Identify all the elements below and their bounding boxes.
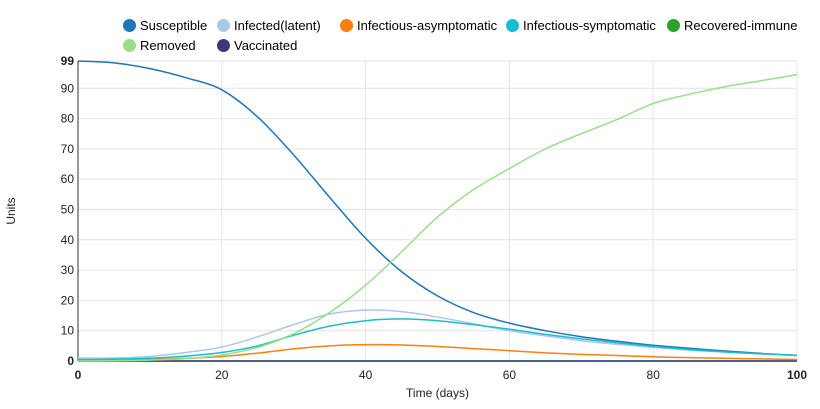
x-tick-label: 20 [215, 368, 229, 382]
series-line-infected-latent [77, 309, 798, 359]
legend-label: Infectious-asymptomatic [357, 18, 498, 33]
y-tick-label: 50 [61, 202, 75, 216]
y-tick-label: 40 [61, 233, 75, 247]
x-tick-label: 60 [503, 368, 517, 382]
series-line-removed [77, 73, 798, 362]
legend-swatch [123, 19, 136, 32]
y-axis-title: Units [4, 197, 18, 224]
x-axis-title: Time (days) [406, 386, 469, 400]
y-tick-label: 99 [61, 54, 75, 68]
y-tick-label: 10 [61, 324, 75, 338]
legend-label: Infected(latent) [234, 18, 321, 33]
y-tick-label: 0 [67, 354, 74, 368]
legend-label: Susceptible [140, 18, 208, 33]
x-tick-label: 40 [359, 368, 373, 382]
x-tick-label: 100 [787, 368, 807, 382]
series-line-infectious-symptomatic [77, 318, 798, 361]
legend-swatch [340, 19, 353, 32]
y-tick-label: 20 [61, 293, 75, 307]
legend-item-vaccinated[interactable]: Vaccinated [217, 38, 297, 53]
legend-label: Removed [140, 38, 196, 53]
legend-swatch [217, 19, 230, 32]
y-tick-label: 80 [61, 112, 75, 126]
y-tick-label: 90 [61, 81, 75, 95]
y-tick-label: 30 [61, 263, 75, 277]
legend-label: Vaccinated [234, 38, 298, 53]
legend-item-recovered-immune[interactable]: Recovered-immune [667, 18, 797, 33]
legend-swatch [506, 19, 519, 32]
legend-item-infectious-asymptomatic[interactable]: Infectious-asymptomatic [340, 18, 497, 33]
legend: Susceptible Infected(latent) Infectious-as… [0, 0, 820, 60]
y-tick-label: 60 [61, 172, 75, 186]
legend-item-infectious-symptomatic[interactable]: Infectious-symptomatic [506, 18, 656, 33]
legend-label: Infectious-symptomatic [523, 18, 656, 33]
series-line-susceptible [77, 60, 798, 357]
x-tick-label: 80 [647, 368, 661, 382]
x-tick-label: 0 [75, 368, 82, 382]
legend-label: Recovered-immune [684, 18, 798, 33]
y-tick-label: 70 [61, 142, 75, 156]
legend-item-infected-latent[interactable]: Infected(latent) [217, 18, 321, 33]
legend-item-removed[interactable]: Removed [123, 38, 196, 53]
legend-item-susceptible[interactable]: Susceptible [123, 18, 207, 33]
legend-swatch [217, 39, 230, 52]
legend-swatch [667, 19, 680, 32]
legend-swatch [123, 39, 136, 52]
